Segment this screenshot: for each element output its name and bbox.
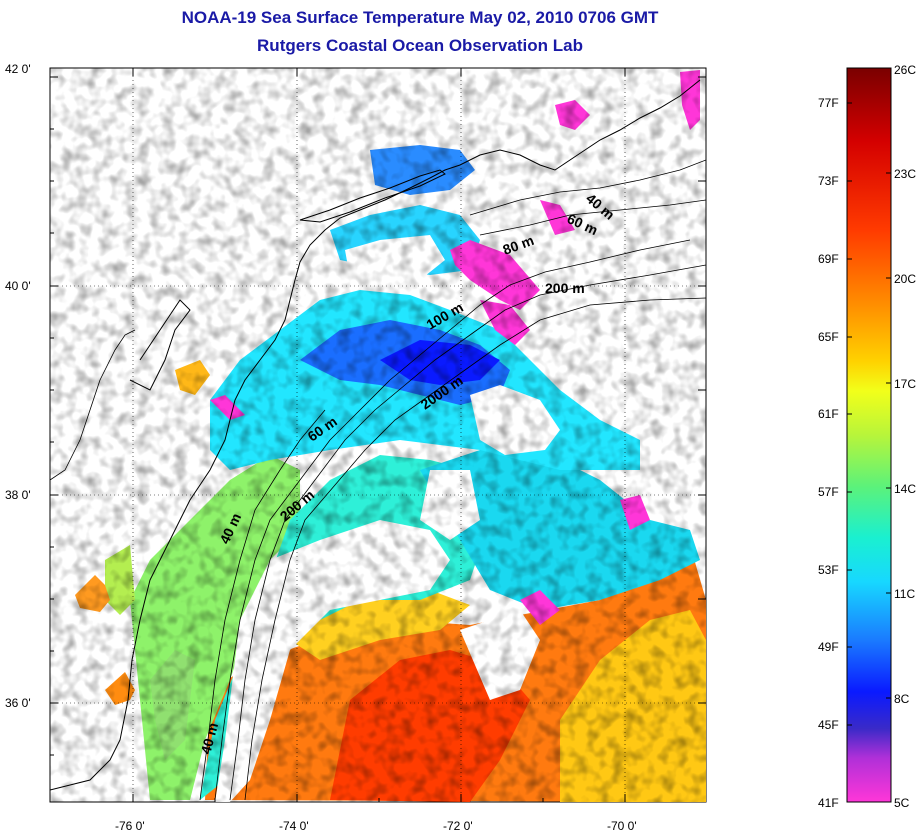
lon-tick-label: -72 0' (443, 819, 473, 832)
lat-tick-label: 36 0' (5, 696, 31, 710)
colorbar-fahrenheit-label: 77F (818, 96, 839, 110)
lon-tick-label: -74 0' (279, 819, 309, 832)
map-subtitle: Rutgers Coastal Ocean Observation Lab (257, 36, 583, 55)
map-title: NOAA-19 Sea Surface Temperature May 02, … (181, 8, 659, 27)
lat-tick-label: 38 0' (5, 488, 31, 502)
colorbar-celsius-label: 14C (894, 482, 916, 496)
delmarva-coast (129, 299, 191, 391)
cloud-speckle (50, 68, 706, 802)
colorbar-fahrenheit-label: 69F (818, 252, 839, 266)
sst-imagery: 40 m 60 m 80 m 200 m 100 m 2000 m 60 m 2… (50, 68, 706, 802)
coastline (50, 79, 701, 791)
lon-tick-label: -76 0' (115, 819, 145, 832)
colorbar-celsius-label: 20C (894, 272, 916, 286)
lat-tick-label: 40 0' (5, 279, 31, 293)
colorbar-celsius-label: 11C (894, 587, 915, 601)
western-shore (50, 329, 136, 481)
isobath-contours (199, 159, 706, 801)
colorbar (846, 67, 892, 803)
colorbar-fahrenheit-label: 73F (818, 174, 839, 188)
colorbar-fahrenheit-label: 45F (818, 718, 839, 732)
colorbar-fahrenheit-label: 57F (818, 485, 839, 499)
colorbar-celsius-label: 8C (894, 692, 910, 706)
colorbar-fahrenheit-label: 65F (818, 330, 839, 344)
isobath-label: 40 m (197, 721, 221, 756)
axis-ticks (50, 68, 706, 802)
colorbar-fahrenheit-label: 49F (818, 640, 839, 654)
colorbar-celsius-label: 17C (894, 377, 916, 391)
colorbar-celsius-label: 5C (894, 796, 910, 810)
colorbar-celsius-label: 23C (894, 167, 916, 181)
colorbar-fahrenheit-label: 41F (818, 796, 839, 810)
colorbar-ticks (847, 102, 891, 726)
colorbar-celsius-label: 26C (894, 63, 916, 77)
long-island (299, 169, 446, 223)
colorbar-fahrenheit-label: 61F (818, 407, 839, 421)
isobath-label: 200 m (545, 280, 585, 296)
lon-tick-label: -70 0' (607, 819, 637, 832)
colorbar-fahrenheit-label: 53F (818, 563, 839, 577)
graticule (50, 68, 706, 802)
lat-tick-label: 42 0' (5, 62, 31, 76)
